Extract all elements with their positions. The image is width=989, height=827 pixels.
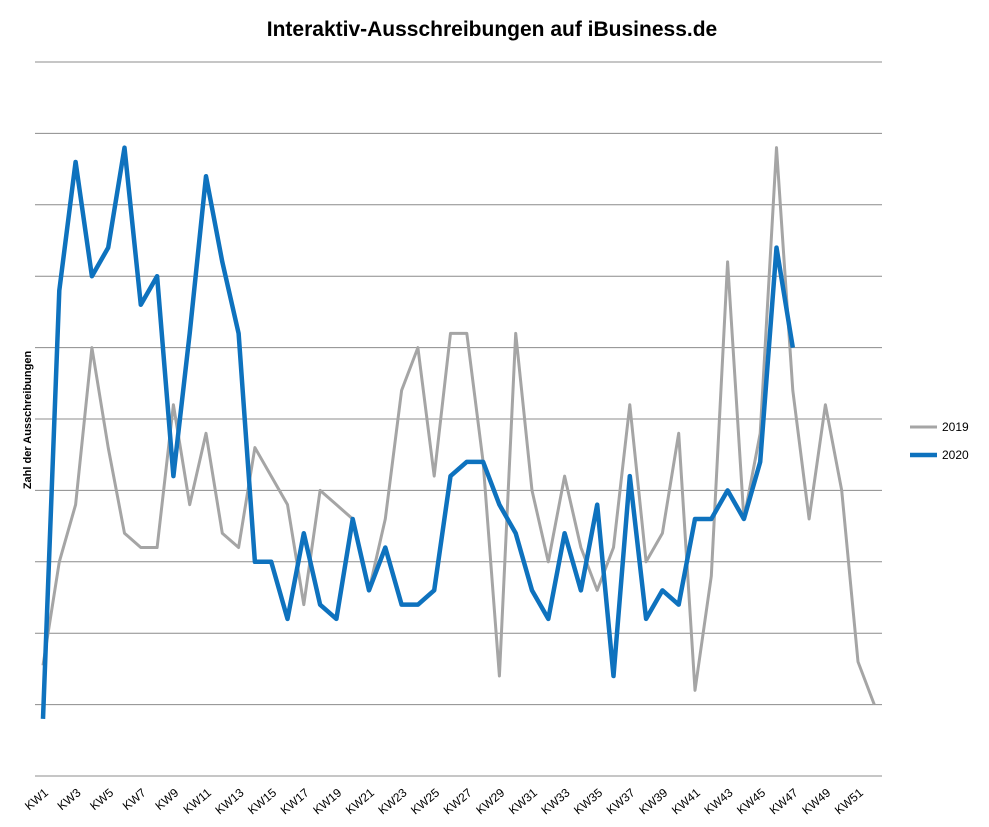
x-tick-label: KW27 (441, 785, 475, 817)
x-tick-label: KW39 (636, 785, 670, 817)
series-line (40, 145, 796, 719)
chart-title: Interaktiv-Ausschreibungen auf iBusiness… (267, 18, 717, 41)
legend-label: 2019 (942, 420, 969, 434)
x-tick-label: KW25 (408, 785, 442, 817)
x-tick-label: KW3 (55, 785, 84, 813)
x-tick-label: KW45 (734, 785, 768, 817)
x-tick-label: KW15 (245, 785, 279, 817)
x-tick-label: KW21 (343, 785, 377, 817)
legend-label: 2020 (942, 448, 969, 462)
x-tick-label: KW33 (538, 785, 572, 817)
x-tick-label: KW13 (212, 785, 246, 817)
x-tick-label: KW47 (767, 785, 801, 817)
x-tick-label: KW7 (120, 785, 149, 813)
x-tick-label: KW31 (506, 785, 540, 817)
x-tick-label: KW19 (310, 785, 344, 817)
series-line (41, 146, 876, 706)
x-tick-label: KW35 (571, 785, 605, 817)
x-tick-label: KW37 (604, 785, 638, 817)
x-tick-label: KW41 (669, 785, 703, 817)
x-tick-label: KW29 (473, 785, 507, 817)
x-tick-label: KW5 (87, 785, 116, 813)
x-tick-label: KW11 (181, 785, 215, 816)
x-tick-label: KW9 (152, 785, 181, 813)
x-tick-label: KW17 (278, 785, 312, 817)
y-axis-label: Zahl der Ausschreibungen (22, 351, 34, 490)
x-tick-label: KW43 (701, 785, 735, 817)
x-tick-label: KW23 (375, 785, 409, 817)
x-tick-label: KW51 (832, 785, 866, 817)
x-tick-label: KW1 (22, 785, 51, 813)
x-tick-label: KW49 (799, 785, 833, 817)
